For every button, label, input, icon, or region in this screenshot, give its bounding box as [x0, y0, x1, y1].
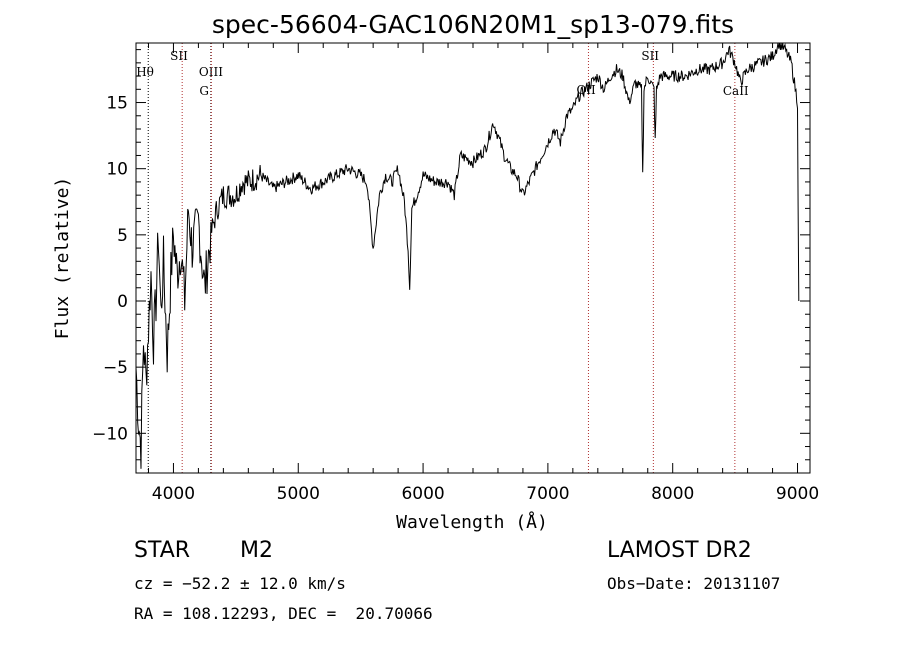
object-subclass: M2	[240, 538, 273, 563]
redshift-velocity: cz = −52.2 ± 12.0 km/s	[134, 574, 346, 593]
object-class: STAR	[134, 538, 191, 563]
survey-name: LAMOST DR2	[607, 538, 752, 563]
x-tick-label: 6000	[401, 484, 444, 504]
x-tick-label: 7000	[526, 484, 569, 504]
y-tick-label: 15	[106, 94, 128, 114]
plot-frame	[135, 42, 811, 474]
x-axis-ticks: 4000 5000 6000 7000 8000 9000	[147, 43, 819, 504]
observation-date: Obs−Date: 20131107	[607, 574, 781, 593]
spectral-line-label: OIII	[199, 65, 223, 79]
spectral-line-label: Hθ	[136, 65, 154, 79]
x-axis-label: Wavelength (Å)	[396, 511, 548, 533]
spectral-line-label: SII	[170, 49, 188, 63]
y-tick-label: 5	[117, 226, 128, 246]
spectral-line-label: SII	[641, 49, 659, 63]
y-tick-label: −10	[92, 424, 128, 444]
spectral-line-label: CaII	[723, 84, 749, 98]
y-axis-ticks: −10 −5 0 5 10 15	[92, 49, 810, 461]
y-axis-label: Flux (relative)	[52, 177, 73, 340]
spectral-line-label: G	[199, 84, 209, 98]
x-tick-label: 9000	[776, 484, 819, 504]
y-tick-label: 10	[106, 160, 128, 180]
y-tick-label: 0	[117, 292, 128, 312]
spectrum-line	[135, 42, 800, 469]
y-tick-label: −5	[103, 358, 128, 378]
chart-title: spec-56604-GAC106N20M1_sp13-079.fits	[212, 10, 734, 39]
coordinates: RA = 108.12293, DEC = 20.70066	[134, 604, 433, 623]
x-tick-label: 4000	[152, 484, 195, 504]
x-tick-label: 5000	[277, 484, 320, 504]
x-tick-label: 8000	[651, 484, 694, 504]
